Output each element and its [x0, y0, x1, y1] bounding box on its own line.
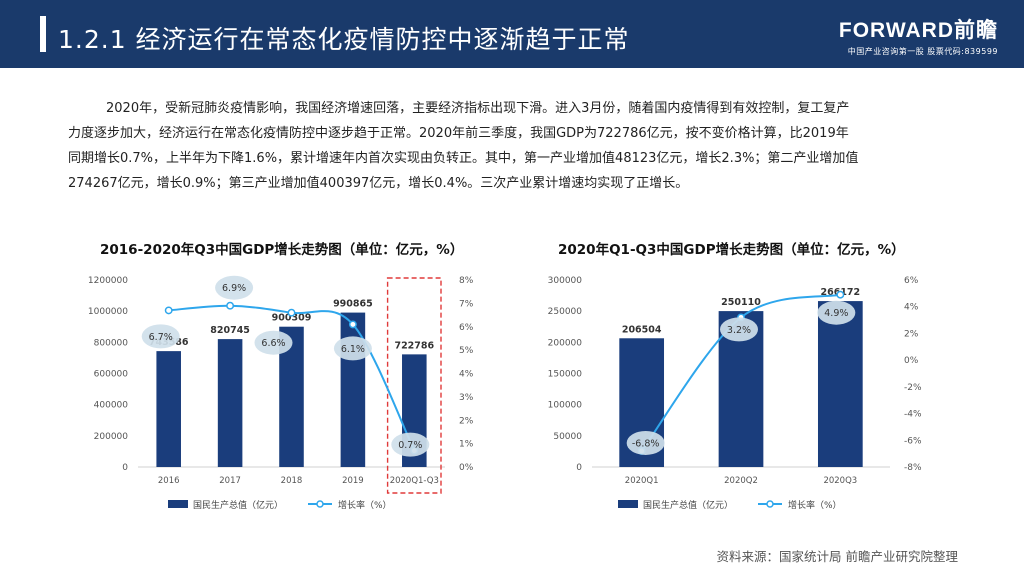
legend-line-marker — [316, 500, 324, 508]
y-left-tick-label: 250000 — [548, 307, 583, 317]
y-left-tick-label: 400000 — [94, 401, 129, 411]
y-right-tick-label: 4% — [459, 370, 474, 380]
y-right-tick-label: 4% — [904, 303, 919, 313]
growth-rate-label: 6.9% — [222, 283, 246, 294]
growth-rate-label: 6.1% — [341, 344, 365, 355]
x-tick-label: 2020Q2 — [724, 476, 758, 486]
x-tick-label: 2019 — [342, 476, 364, 486]
growth-rate-label: 3.2% — [727, 325, 751, 336]
growth-rate-label: 0.7% — [398, 440, 422, 451]
y-left-tick-label: 50000 — [553, 432, 582, 442]
paragraph-line: 力度逐步加大，经济运行在常态化疫情防控中逐步趋于正常。2020年前三季度，我国G… — [68, 126, 849, 141]
y-left-tick-label: 0 — [122, 463, 128, 473]
paragraph-line: 同期增长0.7%，上半年为下降1.6%，累计增速年内首次实现由负转正。其中，第一… — [68, 151, 859, 166]
growth-rate-point — [348, 320, 357, 329]
growth-rate-bubble — [626, 430, 665, 455]
y-right-tick-label: -2% — [904, 383, 922, 393]
data-source: 资料来源：国家统计局 前瞻产业研究院整理 — [716, 549, 958, 564]
growth-rate-label: 4.9% — [824, 308, 848, 319]
y-left-tick-label: 1000000 — [88, 307, 128, 317]
growth-rate-line — [168, 304, 416, 452]
y-left-tick-label: 600000 — [94, 370, 129, 380]
bar — [156, 351, 181, 467]
legend-line-marker — [766, 500, 774, 508]
growth-rate-bubble — [333, 336, 372, 361]
legend-bar-label: 国民生产总值（亿元） — [193, 499, 283, 511]
title-accent-bar — [40, 16, 46, 52]
y-right-tick-label: 1% — [459, 440, 474, 450]
y-right-tick-label: 7% — [459, 299, 474, 309]
growth-rate-bubble — [215, 275, 254, 300]
y-left-tick-label: 150000 — [548, 370, 583, 380]
growth-rate-bubble — [141, 324, 180, 349]
chart-1-title: 2016-2020年Q3中国GDP增长走势图（单位：亿元，%） — [100, 242, 464, 258]
growth-rate-point — [287, 308, 296, 317]
x-tick-label: 2017 — [219, 476, 241, 486]
growth-rate-bubble — [720, 317, 758, 342]
growth-rate-bubble — [391, 432, 430, 457]
summary-paragraph: 2020年，受新冠肺炎疫情影响，我国经济增速回落，主要经济指标出现下滑。进入3月… — [68, 96, 958, 196]
bar-value-label: 990865 — [333, 299, 373, 310]
growth-rate-label: 6.7% — [149, 332, 173, 343]
growth-rate-point — [226, 301, 235, 310]
paragraph-line: 2020年，受新冠肺炎疫情影响，我国经济增速回落，主要经济指标出现下滑。进入3月… — [106, 101, 850, 116]
gdp-2020-quarterly-chart: 0 50000 100000 150000 200000 250000 300000 -8% -… — [548, 276, 922, 511]
bar-value-label: 722786 — [394, 340, 434, 351]
growth-rate-point — [164, 306, 173, 315]
paragraph-line: 274267亿元，增长0.9%；第三产业增加值400397亿元，增长0.4%。三… — [68, 176, 689, 191]
logo-tagline: 中国产业咨询第一股 股票代码:839599 — [847, 47, 998, 56]
y-right-tick-label: -4% — [904, 410, 922, 420]
y-right-tick-label: -6% — [904, 436, 922, 446]
y-left-tick-label: 1200000 — [88, 276, 128, 286]
legend-bar-label: 国民生产总值（亿元） — [643, 499, 733, 511]
y-right-tick-label: 3% — [459, 393, 474, 403]
legend-line-label: 增长率（%） — [338, 499, 392, 511]
y-left-tick-label: 0 — [576, 463, 582, 473]
y-right-tick-label: -8% — [904, 463, 922, 473]
legend-bar-swatch — [168, 500, 188, 508]
forward-logo: FORWARD前瞻 中国产业咨询第一股 股票代码:839599 — [839, 14, 998, 57]
y-left-tick-label: 800000 — [94, 338, 129, 348]
y-left-tick-label: 100000 — [548, 401, 583, 411]
highlight-box — [386, 277, 442, 494]
bar-value-label: 250110 — [721, 297, 761, 308]
growth-rate-point — [836, 290, 845, 299]
x-tick-label: 2020Q1 — [625, 476, 659, 486]
bar-value-label: 820745 — [210, 325, 250, 336]
y-right-tick-label: 0% — [459, 463, 474, 473]
y-right-tick-label: 6% — [904, 276, 919, 286]
bar — [217, 339, 243, 467]
y-left-tick-label: 200000 — [94, 432, 129, 442]
growth-rate-bubble — [254, 330, 293, 355]
bar-value-label: 900309 — [272, 313, 312, 324]
header-banner: 1.2.1 经济运行在常态化疫情防控中逐渐趋于正常 FORWARD前瞻 中国产业… — [0, 0, 1024, 68]
growth-rate-label: 6.6% — [261, 338, 285, 349]
x-tick-label: 2020Q1-Q3 — [390, 476, 439, 486]
y-right-tick-label: 8% — [459, 276, 474, 286]
x-tick-label: 2020Q3 — [823, 476, 857, 486]
bar-value-label: 206504 — [622, 324, 662, 335]
legend-bar-swatch — [618, 500, 638, 508]
growth-rate-label: -6.8% — [632, 438, 660, 449]
x-tick-label: 2018 — [281, 476, 303, 486]
chart-2-title: 2020年Q1-Q3中国GDP增长走势图（单位：亿元，%） — [558, 242, 905, 258]
bar — [817, 301, 863, 467]
logo-brand: FORWARD前瞻 — [838, 19, 998, 42]
y-right-tick-label: 2% — [904, 329, 919, 339]
y-left-tick-label: 200000 — [548, 338, 583, 348]
x-tick-label: 2016 — [158, 476, 180, 486]
y-right-tick-label: 0% — [904, 356, 919, 366]
y-left-tick-label: 300000 — [548, 276, 583, 286]
y-right-tick-label: 5% — [459, 346, 474, 356]
y-right-tick-label: 6% — [459, 323, 474, 333]
legend-line-label: 增长率（%） — [788, 499, 842, 511]
growth-rate-bubble — [817, 300, 856, 325]
page-title: 1.2.1 经济运行在常态化疫情防控中逐渐趋于正常 — [58, 25, 630, 54]
gdp-2016-2020-chart: 0 200000 400000 600000 800000 1000000 1200000 0… — [88, 275, 474, 511]
y-right-tick-label: 2% — [459, 416, 474, 426]
